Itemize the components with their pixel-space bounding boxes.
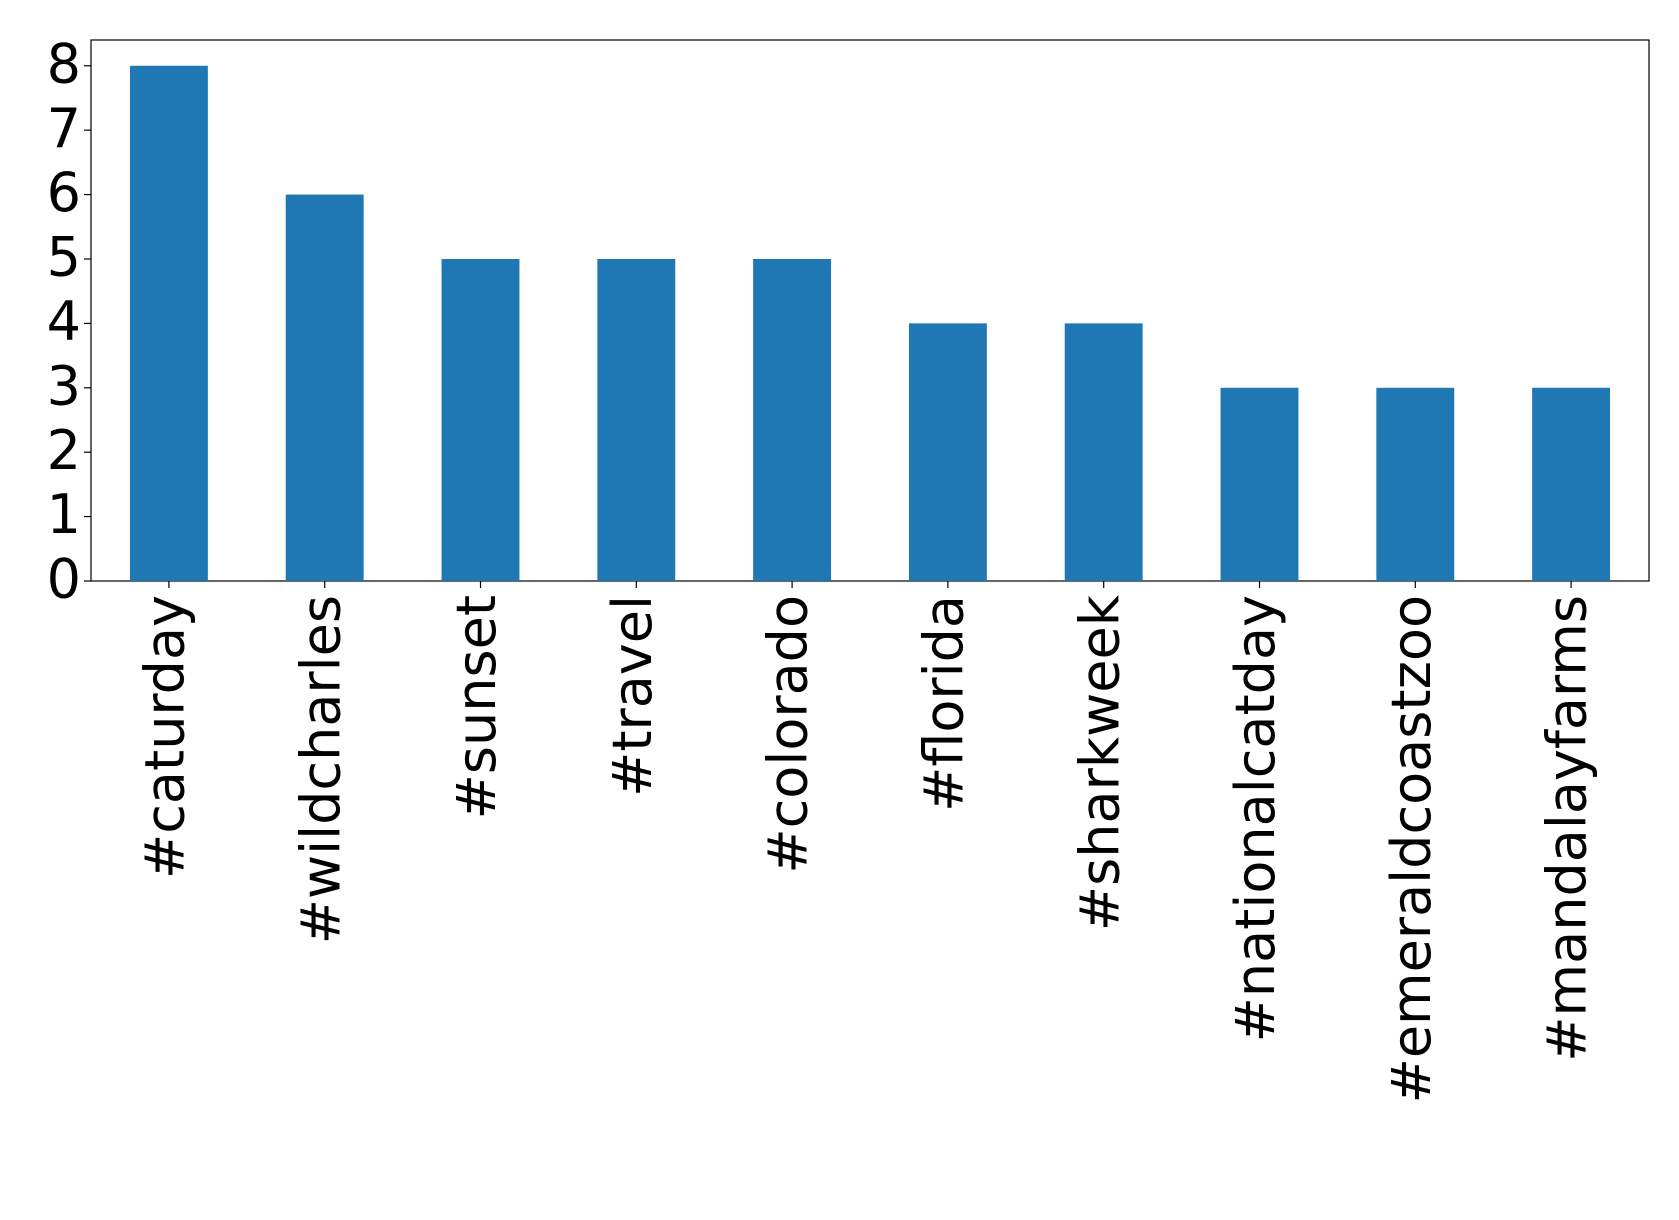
plot-frame <box>90 39 1650 582</box>
bar <box>129 65 208 581</box>
y-tick-label: 7 <box>47 97 81 160</box>
bar <box>597 258 676 581</box>
x-tick-label: #colorado <box>757 595 820 874</box>
bar <box>753 258 832 581</box>
bar <box>1220 387 1299 581</box>
bar <box>285 194 364 582</box>
x-tick-label: #sunset <box>445 595 508 819</box>
bar <box>1376 387 1455 581</box>
y-tick-label: 2 <box>47 419 81 482</box>
bar <box>908 323 987 581</box>
y-tick-label: 8 <box>47 32 81 95</box>
bar <box>441 258 520 581</box>
x-tick-label: #mandalayfarms <box>1536 595 1599 1062</box>
x-tick-label: #travel <box>601 595 664 797</box>
y-tick-label: 0 <box>47 548 81 611</box>
bar <box>1064 323 1143 581</box>
x-tick-label: #caturday <box>134 595 197 879</box>
x-tick-label: #wildcharles <box>289 595 352 944</box>
y-tick-label: 3 <box>47 354 81 417</box>
y-tick-label: 5 <box>47 226 81 289</box>
y-tick-label: 6 <box>47 161 81 224</box>
x-tick-label: #sharkweek <box>1068 594 1131 931</box>
x-tick-label: #emeraldcoastzoo <box>1380 595 1443 1103</box>
y-tick-label: 4 <box>47 290 81 353</box>
y-tick-label: 1 <box>47 483 81 546</box>
x-tick-label: #nationalcatday <box>1224 595 1287 1042</box>
bar <box>1532 387 1611 581</box>
x-tick-label: #florida <box>913 595 976 812</box>
